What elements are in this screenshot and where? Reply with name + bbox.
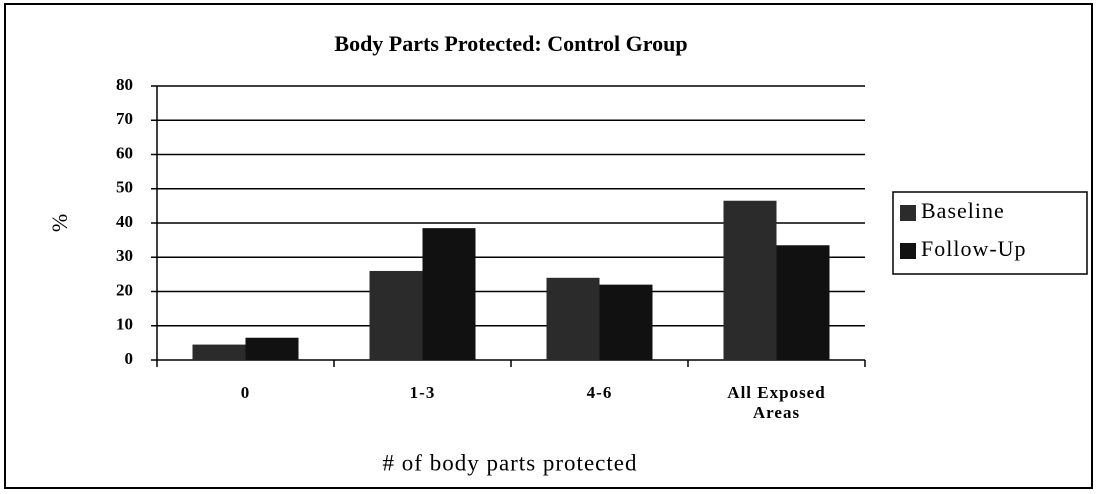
bar: [192, 344, 246, 360]
y-tick-label: 70: [116, 109, 133, 128]
legend-swatch: [900, 243, 916, 259]
bar: [245, 337, 299, 360]
y-tick-label: 50: [116, 178, 133, 197]
legend-label: Follow-Up: [921, 236, 1027, 261]
x-tick-label: 1-3: [409, 383, 436, 402]
bar: [422, 228, 476, 360]
y-tick-label: 0: [125, 349, 134, 368]
x-axis-title: # of body parts protected: [383, 450, 638, 475]
y-axis-title: %: [47, 214, 72, 232]
y-tick-label: 40: [116, 212, 133, 231]
bar: [546, 277, 600, 360]
x-tick-label: 0: [240, 383, 251, 402]
y-tick-label: 20: [116, 280, 133, 299]
y-tick-label: 10: [116, 315, 133, 334]
y-tick-label: 30: [116, 246, 133, 265]
legend-box: [892, 191, 1088, 275]
x-tick-label: 4-6: [586, 383, 613, 402]
legend-label: Baseline: [921, 198, 1005, 223]
bar: [599, 284, 653, 360]
legend-swatch: [900, 205, 916, 221]
bar: [776, 245, 830, 360]
bar: [723, 200, 777, 360]
x-tick-label: All Exposed Areas: [727, 383, 826, 422]
bar: [369, 270, 423, 360]
chart-border: [4, 3, 1093, 489]
y-tick-label: 60: [116, 143, 133, 162]
y-tick-label: 80: [116, 75, 133, 94]
chart-title: Body Parts Protected: Control Group: [334, 31, 687, 56]
